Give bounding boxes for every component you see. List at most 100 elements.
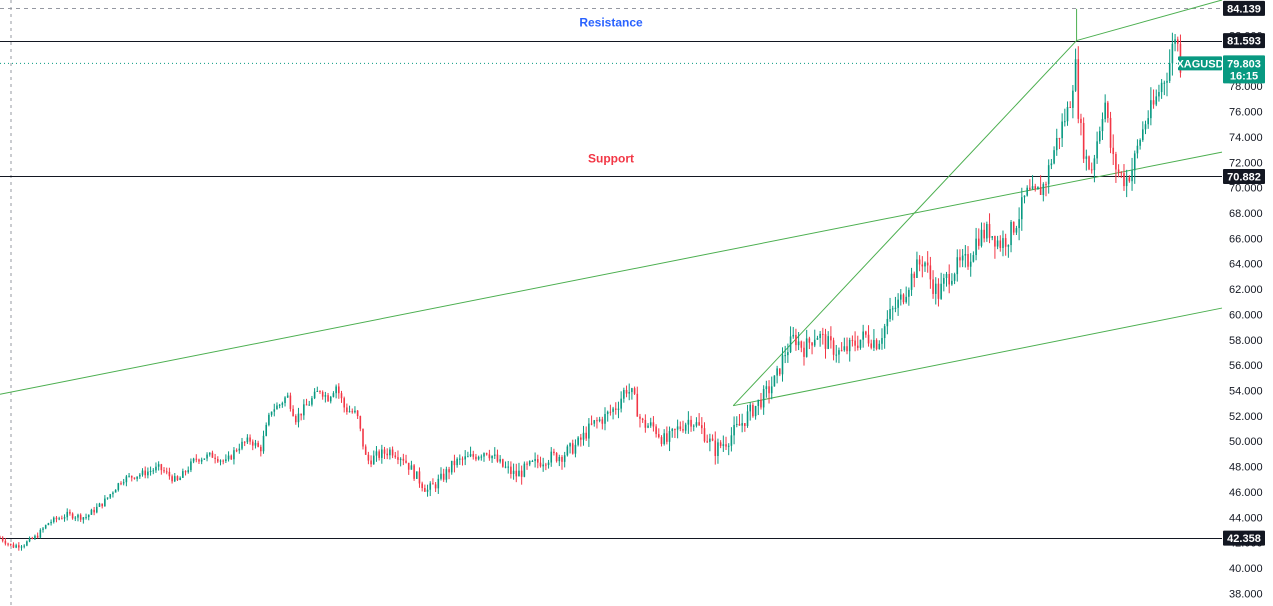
candle-body	[7, 543, 9, 545]
candle	[1133, 150, 1136, 184]
candle	[875, 338, 878, 351]
candle-body	[1142, 129, 1144, 141]
candle-body	[706, 441, 708, 443]
candle-body	[469, 454, 472, 457]
candle-body	[953, 274, 956, 281]
candle-body	[1050, 163, 1053, 166]
candle	[243, 441, 246, 447]
candle	[125, 474, 128, 487]
candle-body	[405, 460, 407, 463]
candle-body	[725, 444, 727, 447]
candle	[593, 419, 596, 427]
candle	[977, 228, 980, 250]
candle	[953, 272, 956, 285]
candle-body	[179, 477, 181, 481]
candle	[1115, 151, 1117, 183]
candle	[74, 516, 77, 522]
candle	[574, 439, 577, 458]
candle	[773, 375, 776, 387]
candle	[1007, 244, 1010, 258]
candle-body	[456, 458, 458, 466]
candle	[1072, 85, 1074, 119]
candle-body	[830, 336, 832, 341]
candle-body	[792, 334, 795, 337]
candle-body	[109, 494, 112, 498]
candle-body	[722, 444, 725, 446]
candle-body	[655, 426, 657, 435]
candle	[130, 475, 133, 482]
candle-body	[203, 458, 206, 460]
candle-body	[168, 471, 171, 477]
candle-body	[82, 517, 85, 520]
candle-body	[356, 410, 359, 417]
candle	[1053, 146, 1055, 165]
candle-body	[1061, 121, 1063, 139]
candle-body	[1131, 170, 1133, 182]
candle-body	[518, 470, 520, 477]
candle	[28, 536, 31, 543]
countdown-label: 16:15	[1230, 70, 1258, 82]
candle-body	[208, 452, 211, 455]
candle-body	[986, 224, 988, 239]
candle	[843, 337, 846, 352]
candle-body	[709, 438, 711, 442]
candle	[553, 448, 555, 456]
candle	[620, 391, 622, 413]
candle	[687, 411, 690, 434]
candle	[1045, 181, 1047, 197]
candle-body	[1139, 140, 1141, 146]
candle-body	[26, 541, 28, 546]
candle-body	[757, 399, 760, 406]
candle-body	[407, 462, 410, 470]
current-price-label: 79.803	[1227, 58, 1261, 70]
candle	[348, 405, 351, 413]
candle	[12, 542, 15, 549]
candle	[988, 213, 991, 244]
candle-body	[246, 437, 249, 443]
candle	[625, 385, 628, 398]
candle	[749, 402, 752, 421]
candle	[859, 339, 862, 350]
y-tick-label: 76.000	[1229, 107, 1263, 119]
candle	[410, 460, 413, 470]
candle-body	[61, 518, 63, 520]
candle-body	[378, 451, 380, 458]
candle	[453, 454, 456, 473]
candle-body	[684, 424, 687, 431]
candle-body	[182, 471, 184, 478]
candle-body	[493, 454, 496, 456]
candle-body	[867, 334, 870, 344]
candle-body	[335, 386, 337, 394]
candle-body	[574, 444, 577, 454]
candle	[1125, 169, 1128, 198]
candle-body	[534, 459, 536, 461]
candle	[1096, 131, 1098, 164]
candle	[1160, 79, 1163, 99]
candle	[865, 330, 867, 338]
level-badge-label: 84.139	[1227, 3, 1261, 15]
candle-body	[994, 236, 996, 247]
candle	[1039, 175, 1042, 195]
candle-body	[71, 513, 74, 519]
candle	[485, 452, 488, 456]
candle-body	[346, 407, 348, 412]
candle	[628, 383, 631, 401]
candle	[542, 457, 544, 472]
candle	[273, 403, 276, 417]
candle-body	[437, 478, 440, 489]
y-tick-label: 62.000	[1229, 284, 1263, 296]
candle	[208, 452, 211, 457]
candle	[77, 513, 79, 522]
candle	[157, 461, 160, 471]
candle	[733, 416, 735, 445]
candle-body	[870, 343, 873, 348]
candle	[808, 336, 811, 350]
candle-body	[270, 411, 273, 415]
candle-body	[1096, 141, 1098, 159]
price-axis[interactable]: 38.00040.00042.00044.00046.00048.00050.0…	[1223, 0, 1273, 606]
candle-body	[152, 470, 155, 472]
candle	[969, 253, 972, 277]
candle-body	[362, 428, 364, 447]
candle-body	[601, 419, 604, 424]
